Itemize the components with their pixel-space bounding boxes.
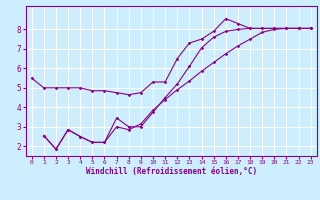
X-axis label: Windchill (Refroidissement éolien,°C): Windchill (Refroidissement éolien,°C): [86, 167, 257, 176]
